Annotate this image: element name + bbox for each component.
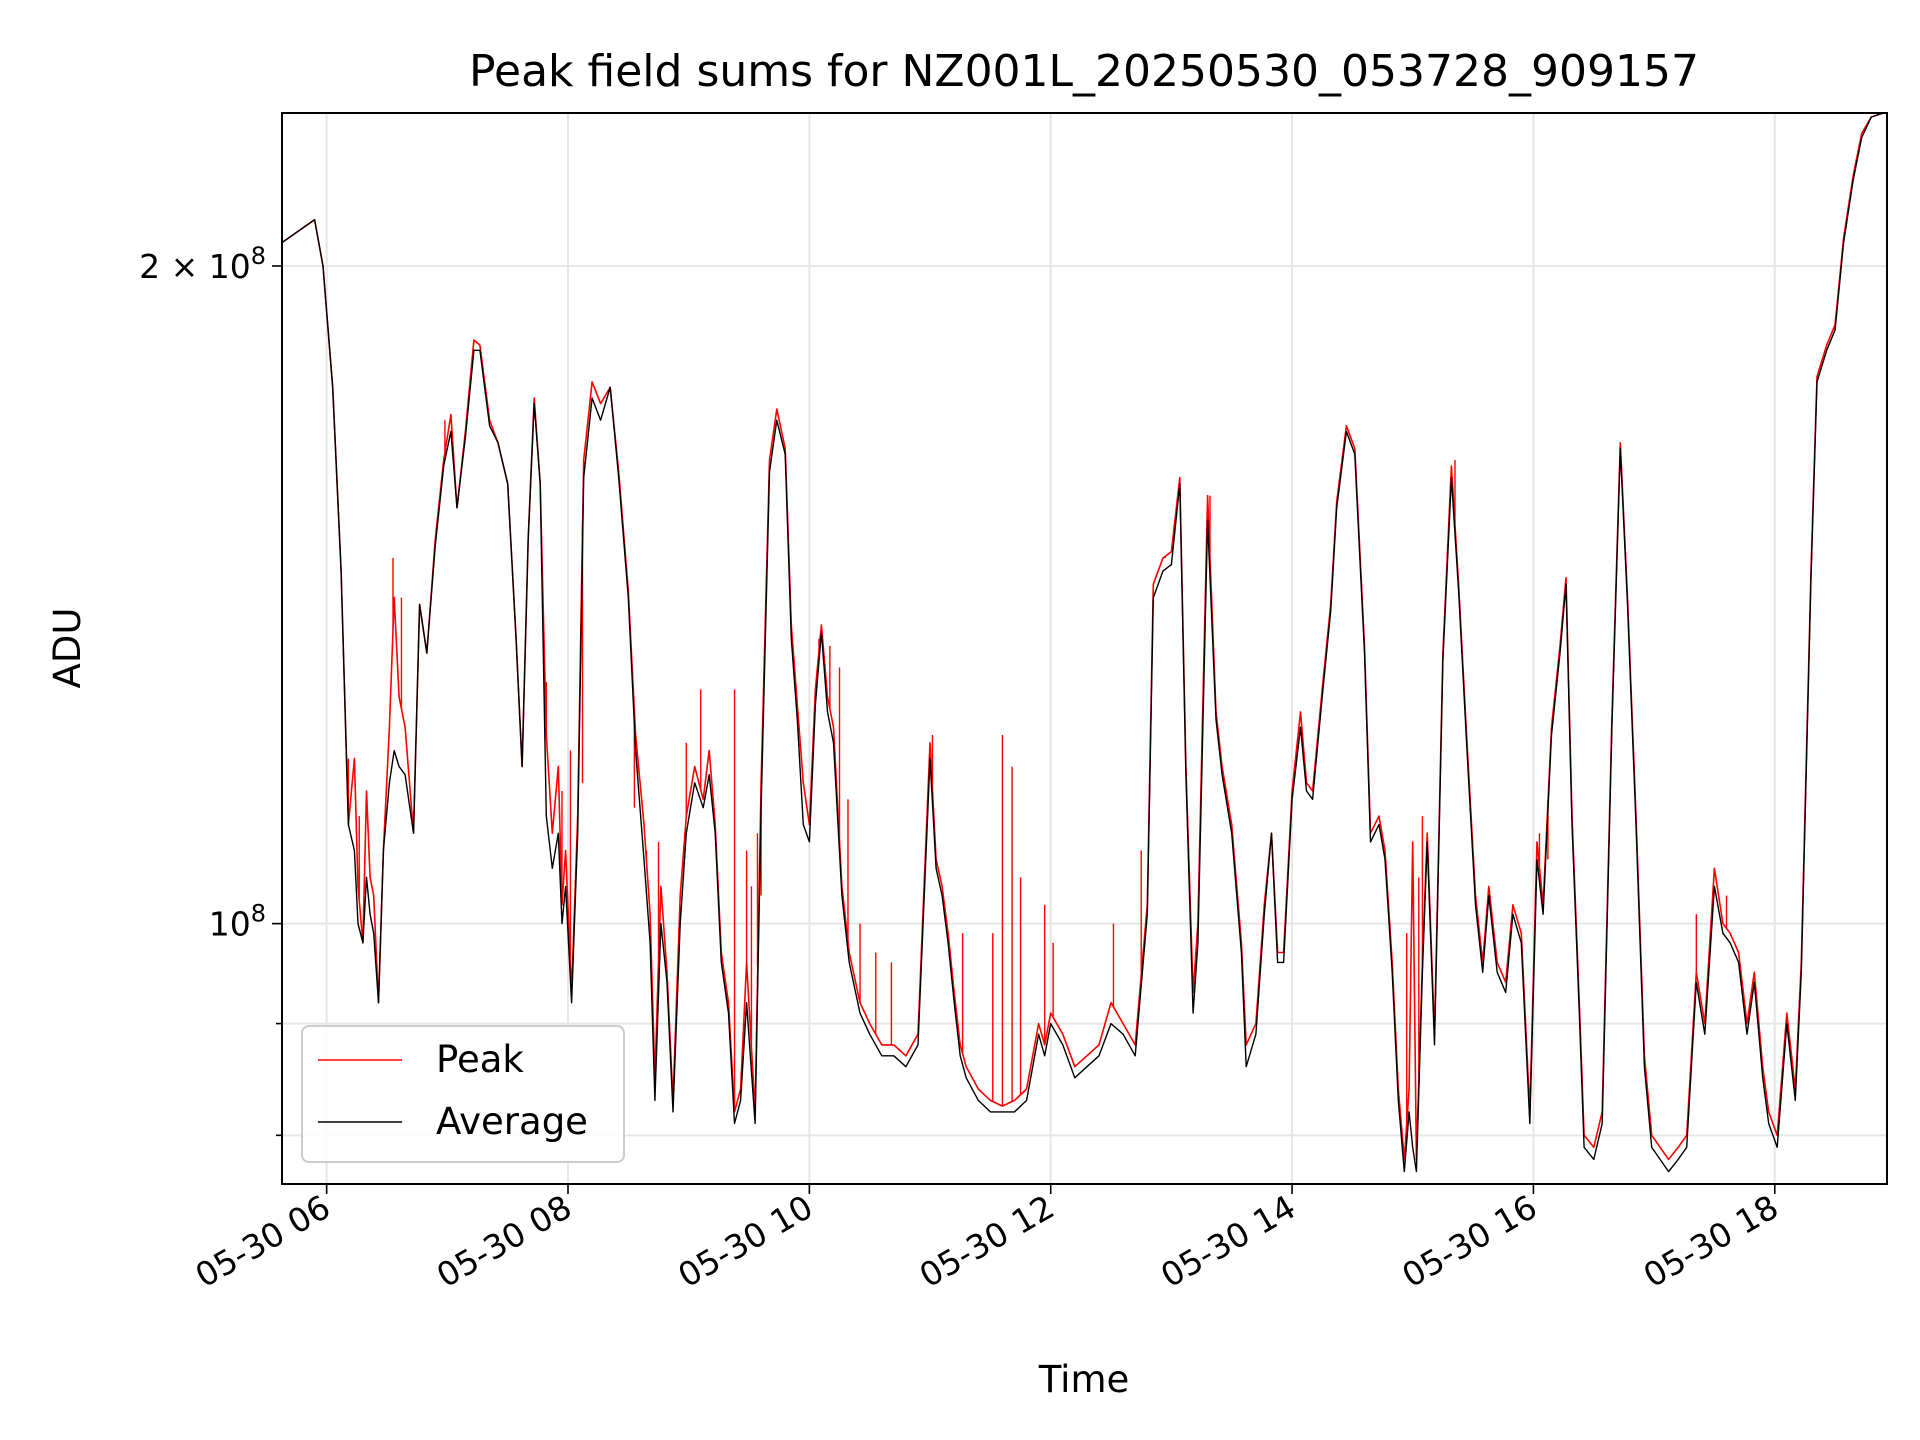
- grid: [282, 113, 1887, 1184]
- x-axis-label: Time: [1038, 1358, 1130, 1401]
- plot-series: [282, 113, 1884, 1173]
- plot-frame: [281, 112, 1888, 1185]
- legend-label-average: Average: [436, 1100, 588, 1143]
- legend: Peak Average: [301, 1025, 625, 1163]
- y-axis-label: ADU: [46, 608, 89, 689]
- y-tick-label: 2 × 108: [139, 242, 266, 286]
- legend-label-peak: Peak: [436, 1038, 524, 1081]
- series-line-average: [282, 113, 1884, 1173]
- y-tick-label: 108: [209, 900, 266, 944]
- chart-title: Peak field sums for NZ001L_20250530_0537…: [469, 46, 1699, 97]
